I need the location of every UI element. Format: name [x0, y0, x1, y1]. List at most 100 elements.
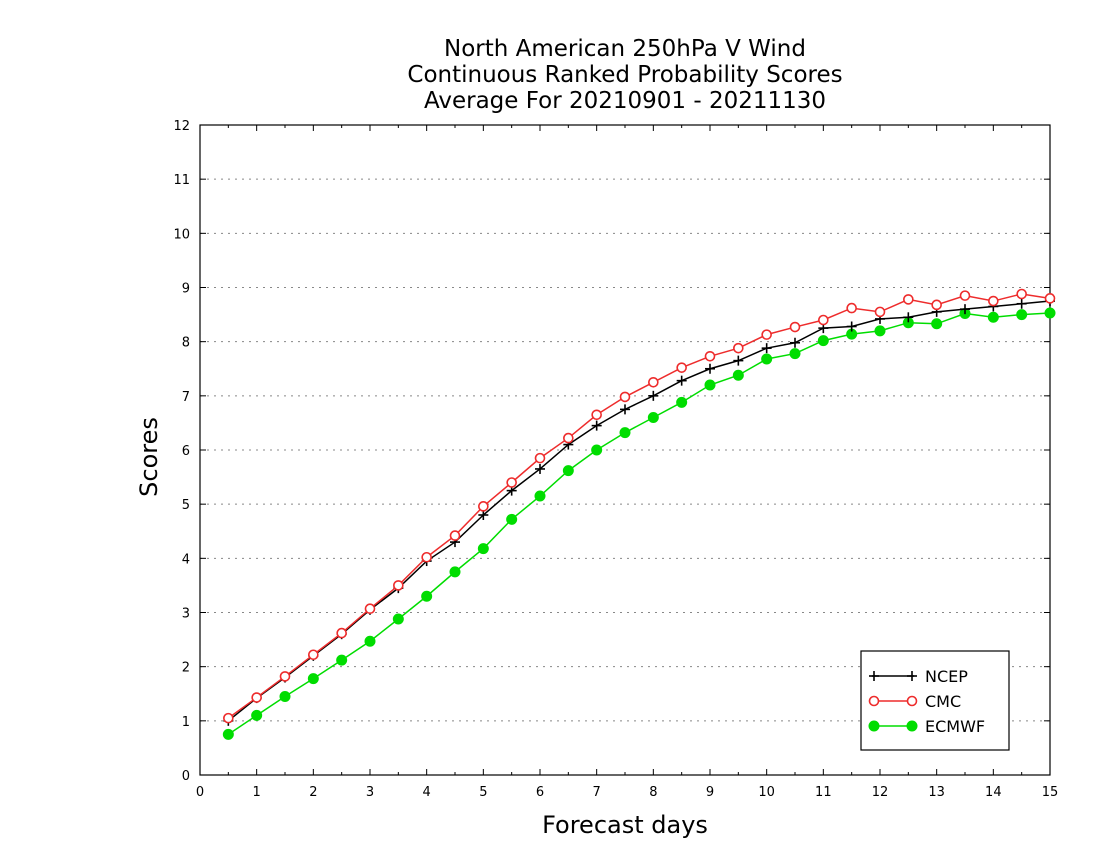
series-cmc-point — [449, 530, 461, 541]
y-tick-label: 5 — [182, 498, 190, 513]
x-tick-label: 13 — [928, 785, 945, 800]
series-cmc-point — [959, 290, 971, 301]
x-tick-label: 11 — [815, 785, 832, 800]
series-ecmwf-point — [1016, 309, 1028, 321]
y-tick-label: 11 — [173, 173, 190, 188]
series-ncep-point — [535, 463, 545, 474]
series-cmc-point — [988, 295, 999, 307]
y-tick-label: 1 — [182, 715, 190, 730]
series-ncep-point — [620, 404, 630, 415]
x-tick-label: 5 — [479, 785, 487, 800]
x-tick-label: 15 — [1042, 785, 1059, 800]
y-tick-label: 7 — [182, 390, 190, 405]
y-tick-label: 4 — [182, 552, 190, 567]
series-ncep-point — [790, 337, 800, 348]
series-cmc-point — [846, 302, 857, 314]
series-ecmwf-point — [364, 635, 376, 647]
y-tick-label: 2 — [182, 661, 190, 676]
x-tick-label: 12 — [872, 785, 889, 800]
series-ecmwf-point — [477, 543, 489, 555]
x-tick-label: 8 — [649, 785, 657, 800]
x-axis-label: Forecast days — [542, 811, 708, 839]
series-cmc-point — [676, 362, 687, 373]
series-ncep-point — [705, 363, 715, 374]
series-ecmwf-point — [931, 318, 943, 330]
series-cmc — [223, 288, 1056, 724]
legend-label-ecmwf: ECMWF — [925, 717, 985, 736]
grid-lines — [200, 178, 1050, 722]
series-ecmwf-point — [222, 728, 234, 740]
y-tick-label: 9 — [182, 282, 190, 297]
series-ecmwf-point — [251, 709, 263, 721]
series-ecmwf-point — [1044, 307, 1056, 319]
series-cmc-point — [648, 376, 659, 388]
series-ecmwf-point — [307, 673, 319, 685]
series-ecmwf — [222, 307, 1056, 740]
legend-marker-ecmwf — [868, 720, 880, 732]
series-cmc-point — [251, 692, 262, 703]
series-ecmwf-point — [676, 396, 688, 408]
legend-item-ncep: NCEP — [869, 667, 968, 686]
x-tick-label: 2 — [309, 785, 317, 800]
chart-title-line-3: Average For 20210901 - 20211130 — [423, 88, 827, 114]
series-ncep-point — [676, 375, 687, 386]
legend-box — [860, 650, 1010, 751]
y-tick-label: 8 — [182, 336, 190, 351]
series-ecmwf-point — [874, 325, 886, 337]
x-tick-label: 7 — [593, 785, 601, 800]
legend: NCEP CMC ECMWF — [860, 650, 1010, 751]
series-ncep-point — [648, 390, 659, 401]
series-ecmwf-point — [704, 379, 716, 391]
series-cmc-point — [308, 649, 319, 661]
x-tick-label: 9 — [706, 785, 714, 800]
series-ecmwf-point — [562, 465, 574, 477]
series-ecmwf-point — [336, 654, 348, 666]
series-ncep-point — [903, 312, 914, 323]
y-tick-label: 3 — [182, 607, 190, 622]
series-cmc-point — [619, 391, 631, 403]
series-cmc-point — [874, 306, 886, 318]
series-cmc-point — [279, 671, 291, 682]
series-cmc-point — [364, 603, 376, 615]
legend-label-ncep: NCEP — [925, 667, 968, 686]
legend-marker-ecmwf — [906, 720, 918, 732]
series-layer — [222, 288, 1056, 740]
series-ecmwf-point — [279, 690, 291, 702]
series-ncep-point — [478, 510, 489, 520]
legend-label-cmc: CMC — [925, 692, 961, 711]
series-ecmwf-point — [789, 348, 801, 360]
series-cmc-point — [818, 314, 829, 326]
series-ncep-point — [761, 343, 772, 354]
y-tick-label: 10 — [173, 227, 190, 242]
series-cmc-point — [1016, 288, 1027, 300]
series-ecmwf-point — [647, 412, 659, 423]
series-ncep-point — [733, 355, 744, 366]
y-axis-label: Scores — [135, 417, 163, 497]
series-cmc-point — [761, 329, 772, 340]
y-tick-label: 0 — [182, 769, 190, 784]
series-cmc-point — [704, 350, 716, 362]
x-tick-label: 10 — [758, 785, 775, 800]
series-cmc-point — [903, 294, 914, 305]
series-ncep-point — [1016, 298, 1027, 309]
legend-marker-cmc — [906, 695, 918, 707]
series-ecmwf-point — [619, 427, 631, 439]
series-ecmwf-point — [534, 490, 546, 502]
series-cmc-point — [534, 452, 546, 464]
series-cmc-point — [733, 342, 744, 354]
series-cmc-point — [393, 580, 404, 591]
chart-title-line-1: North American 250hPa V Wind — [444, 36, 806, 62]
series-ecmwf-point — [506, 513, 518, 525]
x-tick-label: 4 — [423, 785, 431, 800]
x-tick-label: 0 — [196, 785, 204, 800]
legend-item-ecmwf: ECMWF — [868, 717, 985, 736]
series-ecmwf-point — [987, 311, 999, 323]
series-cmc-point — [421, 551, 432, 563]
x-tick-label: 6 — [536, 785, 544, 800]
series-ecmwf-point — [392, 613, 404, 625]
series-cmc-point — [563, 432, 574, 444]
series-ncep-line — [227, 300, 1051, 722]
series-ecmwf-point — [421, 590, 433, 602]
series-cmc-point — [478, 501, 489, 512]
